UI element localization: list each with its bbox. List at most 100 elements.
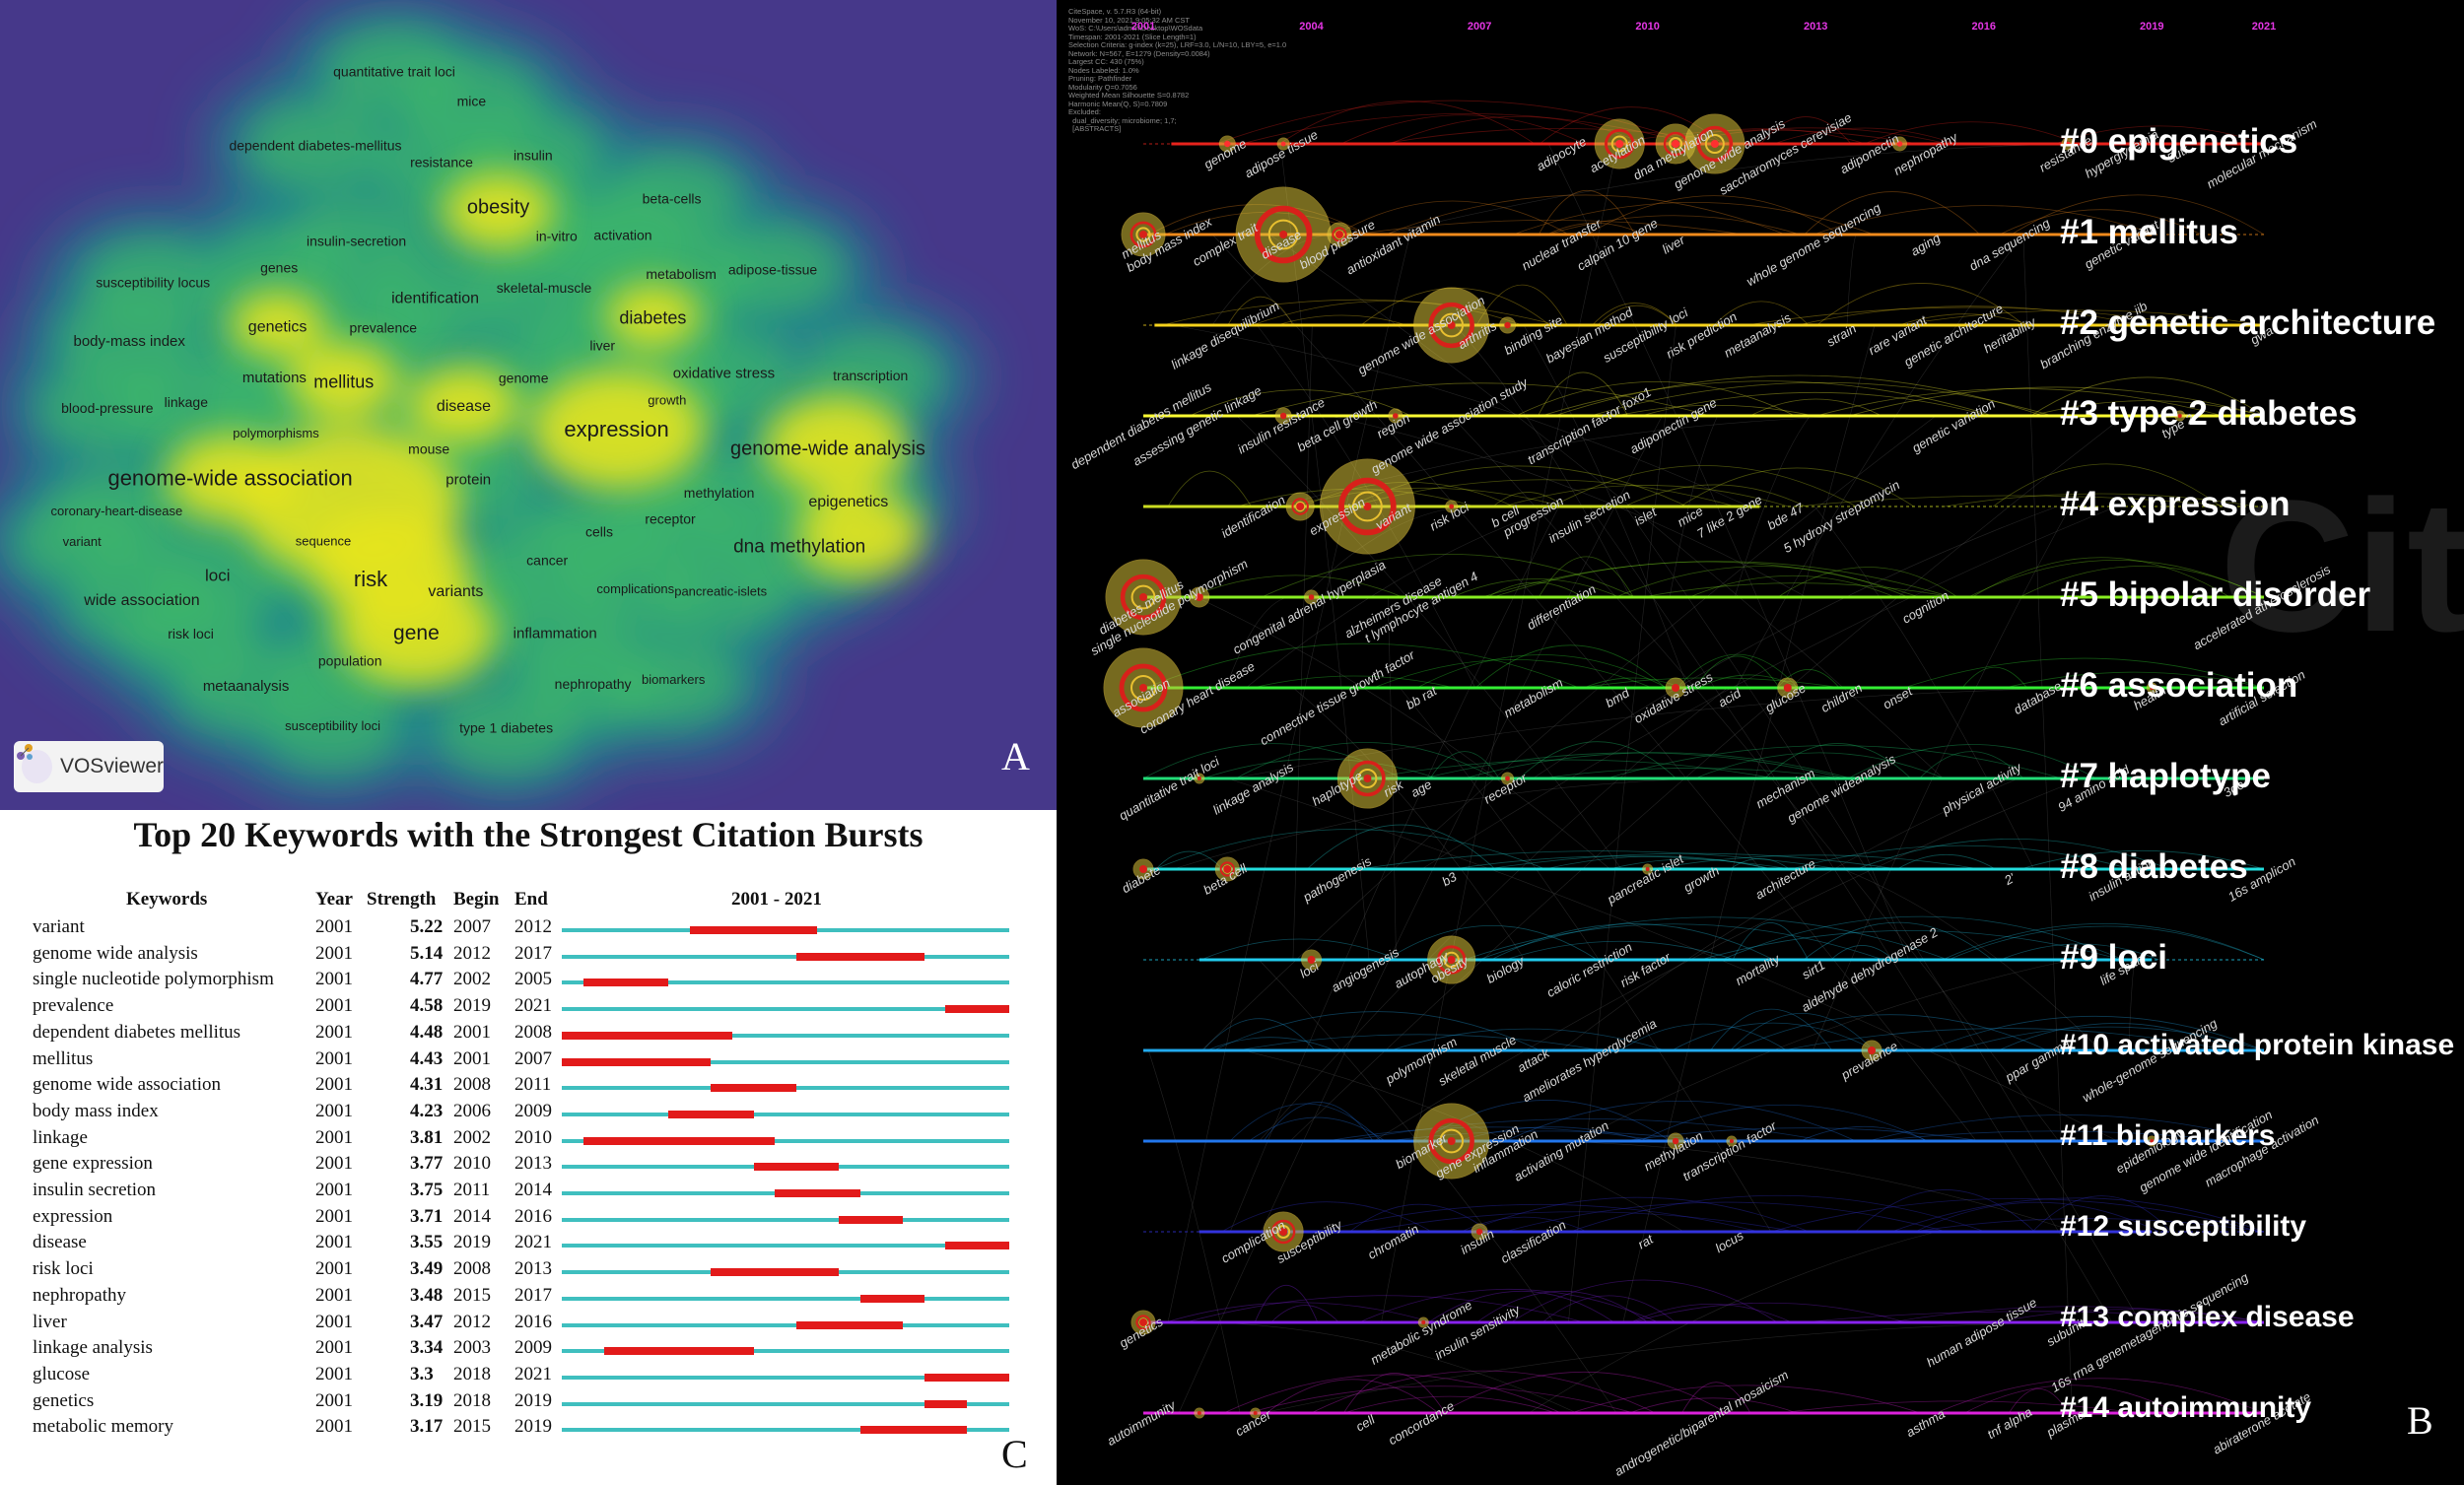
density-term[interactable]: body-mass index bbox=[74, 333, 186, 350]
density-term[interactable]: wide association bbox=[83, 592, 199, 609]
density-term[interactable]: inflammation bbox=[513, 626, 597, 642]
density-term[interactable]: polymorphisms bbox=[233, 426, 319, 440]
density-term[interactable]: liver bbox=[589, 338, 615, 354]
density-term[interactable]: metaanalysis bbox=[203, 678, 290, 695]
density-term[interactable]: cells bbox=[585, 524, 613, 540]
density-term[interactable]: linkage bbox=[165, 394, 209, 410]
density-term[interactable]: dependent diabetes-mellitus bbox=[229, 137, 401, 153]
keyword-node[interactable] bbox=[1471, 1223, 1488, 1241]
keyword-node[interactable] bbox=[1388, 408, 1403, 424]
keyword-node[interactable] bbox=[1274, 407, 1292, 425]
keyword-node[interactable] bbox=[1667, 1132, 1684, 1150]
density-term[interactable]: mellitus bbox=[313, 372, 374, 392]
density-term[interactable]: disease bbox=[437, 398, 491, 415]
keyword-node[interactable] bbox=[1413, 287, 1490, 364]
density-term[interactable]: methylation bbox=[684, 485, 755, 501]
density-term[interactable]: variant bbox=[63, 534, 102, 549]
density-term[interactable]: dna methylation bbox=[733, 537, 865, 558]
density-term[interactable]: growth bbox=[648, 392, 686, 407]
keyword-node[interactable] bbox=[1417, 1316, 1429, 1328]
density-term[interactable]: gene bbox=[393, 622, 440, 644]
density-term[interactable]: risk loci bbox=[168, 626, 214, 641]
density-term[interactable]: resistance bbox=[410, 155, 473, 170]
density-term[interactable]: coronary-heart-disease bbox=[51, 504, 183, 518]
density-term[interactable]: identification bbox=[391, 291, 479, 307]
keyword-node[interactable] bbox=[1336, 748, 1398, 809]
keyword-node[interactable] bbox=[1413, 1103, 1490, 1180]
keyword-node[interactable] bbox=[2146, 682, 2157, 694]
density-term[interactable]: mutations bbox=[242, 370, 307, 386]
density-term[interactable]: cancer bbox=[526, 552, 568, 568]
keyword-node[interactable] bbox=[1327, 222, 1352, 247]
density-term[interactable]: prevalence bbox=[350, 319, 418, 335]
density-term[interactable]: expression bbox=[564, 417, 668, 441]
density-term[interactable]: genome-wide association bbox=[107, 465, 352, 490]
keyword-node[interactable] bbox=[1194, 773, 1205, 784]
keyword-node[interactable] bbox=[2146, 1135, 2157, 1147]
density-term[interactable]: nephropathy bbox=[555, 676, 632, 692]
density-term[interactable]: variants bbox=[428, 583, 483, 600]
density-term[interactable]: oxidative stress bbox=[673, 366, 775, 382]
density-term[interactable]: biomarkers bbox=[642, 672, 706, 687]
keyword-node[interactable] bbox=[1642, 863, 1654, 875]
keyword-node[interactable] bbox=[1121, 212, 1166, 257]
keyword-node[interactable] bbox=[1301, 949, 1323, 971]
keyword-node[interactable] bbox=[1132, 858, 1154, 880]
keyword-node[interactable] bbox=[1130, 1310, 1156, 1335]
density-term[interactable]: susceptibility locus bbox=[96, 274, 210, 290]
density-term[interactable]: mice bbox=[457, 93, 487, 108]
keyword-node[interactable] bbox=[2174, 410, 2186, 422]
density-term[interactable]: loci bbox=[205, 567, 231, 585]
density-term[interactable]: type 1 diabetes bbox=[459, 720, 553, 736]
density-term[interactable]: insulin bbox=[513, 147, 553, 163]
keyword-node[interactable] bbox=[1684, 113, 1745, 174]
keyword-node[interactable] bbox=[1276, 137, 1290, 151]
density-term[interactable]: protein bbox=[445, 471, 491, 488]
keyword-node[interactable] bbox=[1499, 316, 1517, 334]
keyword-node[interactable] bbox=[1105, 559, 1182, 636]
density-term[interactable]: insulin-secretion bbox=[307, 233, 406, 248]
keyword-node[interactable] bbox=[1194, 1407, 1205, 1419]
density-term[interactable]: skeletal-muscle bbox=[497, 280, 592, 296]
keyword-node[interactable] bbox=[1665, 677, 1686, 699]
keyword-node[interactable] bbox=[1285, 492, 1315, 521]
keyword-node[interactable] bbox=[1235, 186, 1332, 283]
density-term[interactable]: beta-cells bbox=[643, 191, 702, 207]
density-term[interactable]: in-vitro bbox=[536, 229, 578, 244]
keyword-node[interactable] bbox=[1304, 589, 1320, 605]
density-term[interactable]: genome bbox=[499, 370, 549, 385]
vosviewer-badge[interactable]: VOSviewer bbox=[14, 741, 164, 792]
density-term[interactable]: genome-wide analysis bbox=[730, 438, 925, 459]
density-term[interactable]: complications bbox=[596, 581, 674, 596]
keyword-node[interactable] bbox=[1263, 1211, 1304, 1252]
density-term[interactable]: genetics bbox=[248, 318, 308, 335]
density-term[interactable]: sequence bbox=[296, 533, 351, 548]
density-term[interactable]: activation bbox=[593, 228, 651, 243]
density-term[interactable]: pancreatic-islets bbox=[674, 583, 767, 598]
density-term[interactable]: receptor bbox=[645, 510, 696, 526]
density-term[interactable]: population bbox=[318, 652, 382, 668]
density-term[interactable]: diabetes bbox=[619, 308, 686, 328]
density-term[interactable]: mouse bbox=[408, 441, 449, 457]
keyword-node[interactable] bbox=[1218, 135, 1236, 153]
keyword-node[interactable] bbox=[1214, 856, 1240, 882]
density-term[interactable]: transcription bbox=[833, 368, 908, 383]
density-term[interactable]: metabolism bbox=[646, 266, 717, 282]
keyword-node[interactable] bbox=[1445, 500, 1459, 513]
density-term[interactable]: quantitative trait loci bbox=[333, 64, 455, 80]
keyword-node[interactable] bbox=[2061, 137, 2075, 151]
keyword-node[interactable] bbox=[1501, 772, 1515, 785]
keyword-node[interactable] bbox=[1861, 1040, 1882, 1061]
keyword-node[interactable] bbox=[1777, 677, 1799, 699]
density-term[interactable]: genes bbox=[260, 260, 298, 276]
keyword-node[interactable] bbox=[1891, 136, 1907, 152]
keyword-node[interactable] bbox=[1250, 1407, 1262, 1419]
density-term[interactable]: susceptibility loci bbox=[285, 718, 380, 733]
density-term[interactable]: obesity bbox=[467, 197, 529, 219]
density-term[interactable]: adipose-tissue bbox=[728, 261, 817, 277]
keyword-node[interactable] bbox=[1427, 935, 1476, 984]
keyword-node[interactable] bbox=[1319, 458, 1415, 555]
density-term[interactable]: risk bbox=[354, 567, 388, 591]
keyword-node[interactable] bbox=[1189, 586, 1210, 608]
keyword-node[interactable] bbox=[1726, 1135, 1738, 1147]
